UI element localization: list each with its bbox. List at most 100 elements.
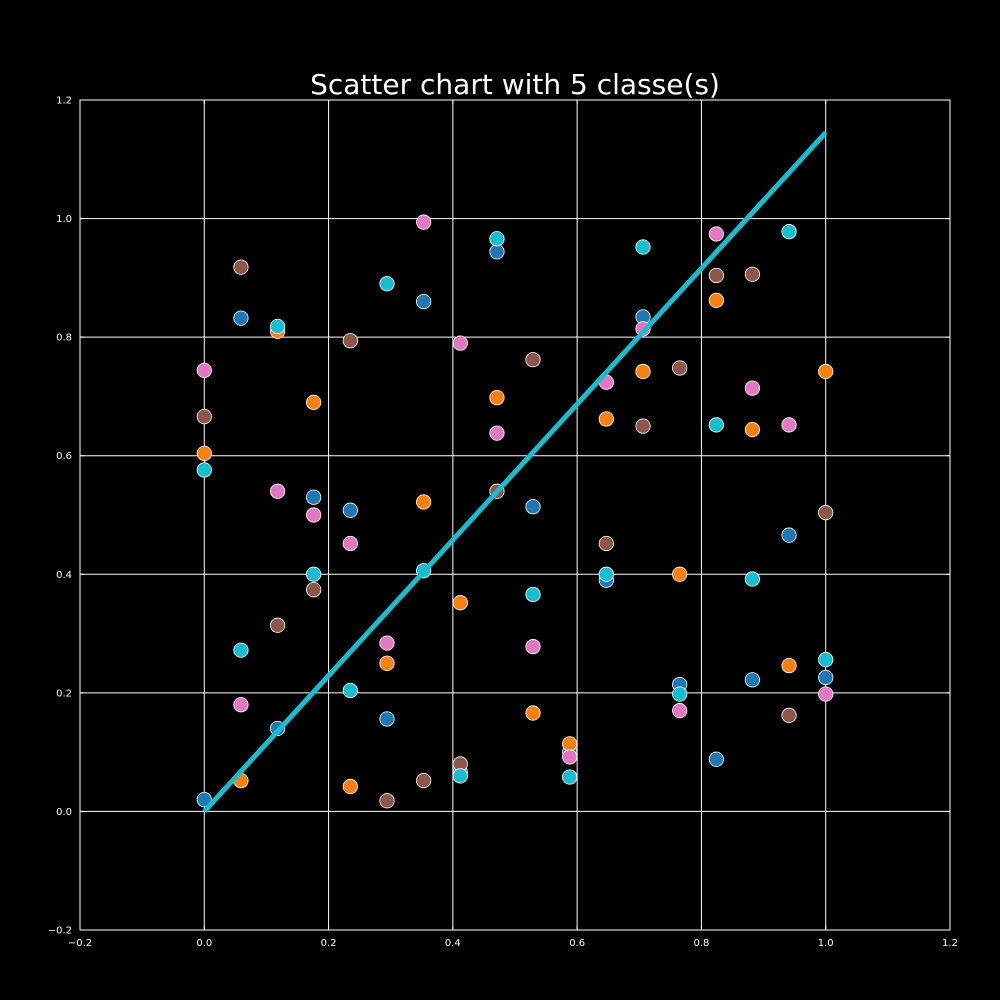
- plot-frame: [79, 99, 951, 931]
- data-point-class-1: [489, 244, 505, 260]
- data-point-class-3: [306, 507, 322, 523]
- data-point-class-1: [781, 527, 797, 543]
- data-point-class-3: [452, 335, 468, 351]
- data-point-class-2: [379, 655, 395, 671]
- data-point-class-2: [598, 411, 614, 427]
- y-tick-label: 0.8: [56, 333, 72, 344]
- trend-line: [202, 130, 828, 814]
- y-tick-label: 0.4: [56, 570, 72, 581]
- data-point-class-4: [525, 352, 541, 368]
- chart-title: Scatter chart with 5 classe(s): [310, 68, 720, 101]
- data-point-class-4: [233, 259, 249, 275]
- data-point-class-4: [342, 333, 358, 349]
- data-point-class-4: [635, 418, 651, 434]
- data-point-class-3: [233, 697, 249, 713]
- data-point-class-5: [672, 686, 688, 702]
- data-point-class-3: [196, 362, 212, 378]
- x-tick-label: 0.0: [196, 938, 212, 949]
- data-point-class-5: [708, 417, 724, 433]
- x-tick-label: 1.2: [942, 938, 958, 949]
- data-point-class-2: [525, 705, 541, 721]
- data-point-class-5: [270, 318, 286, 335]
- data-point-class-4: [818, 505, 834, 521]
- data-point-class-3: [562, 749, 578, 765]
- x-tick-label: 0.6: [569, 938, 585, 949]
- y-tick-label: 0.0: [56, 807, 72, 818]
- data-point-class-2: [781, 657, 797, 674]
- data-point-class-4: [306, 582, 322, 598]
- data-point-class-2: [818, 363, 834, 380]
- data-point-class-1: [744, 672, 760, 688]
- data-point-class-2: [635, 363, 651, 380]
- data-point-class-2: [196, 445, 212, 461]
- data-point-class-2: [489, 390, 505, 406]
- x-tick-label: −0.2: [68, 938, 92, 949]
- data-point-class-3: [342, 535, 358, 552]
- data-point-class-2: [452, 595, 468, 611]
- data-point-class-5: [598, 566, 614, 582]
- data-point-class-5: [452, 768, 468, 784]
- data-point-class-5: [781, 224, 797, 240]
- data-point-class-4: [598, 535, 614, 552]
- data-point-class-3: [525, 639, 541, 655]
- data-point-class-2: [306, 394, 322, 410]
- data-point-class-2: [744, 422, 760, 438]
- data-point-class-4: [196, 408, 212, 425]
- data-point-class-3: [379, 635, 395, 651]
- data-point-class-5: [562, 769, 578, 785]
- data-point-class-5: [196, 462, 212, 478]
- data-point-class-5: [635, 239, 651, 255]
- x-tick-label: 0.2: [321, 938, 337, 949]
- data-point-class-1: [306, 489, 322, 505]
- x-tick-label: 1.0: [818, 938, 834, 949]
- data-point-class-3: [416, 214, 432, 230]
- x-tick-label: 0.8: [693, 938, 709, 949]
- data-point-class-3: [744, 380, 760, 396]
- data-point-class-1: [379, 711, 395, 727]
- data-point-class-1: [233, 310, 249, 326]
- data-point-class-1: [416, 293, 432, 310]
- grid-lines: [79, 99, 951, 931]
- data-point-class-1: [818, 669, 834, 686]
- data-point-class-4: [672, 360, 688, 376]
- data-point-class-3: [489, 425, 505, 441]
- data-point-class-5: [379, 276, 395, 292]
- data-point-class-1: [342, 502, 358, 518]
- data-point-class-5: [489, 231, 505, 247]
- y-tick-label: 0.2: [56, 688, 72, 699]
- data-point-class-1: [708, 751, 724, 767]
- data-point-class-2: [416, 494, 432, 510]
- trend-line-group: [202, 130, 828, 814]
- data-point-class-3: [708, 226, 724, 242]
- data-point-class-2: [342, 778, 358, 795]
- data-point-class-5: [342, 682, 358, 699]
- axis-ticks: −0.2 0.0 0.2 0.4 0.6 0.8 1.0 1.2 −0.2 0.0 0.2 0.4 0.…: [48, 96, 958, 950]
- data-point-class-5: [233, 642, 249, 658]
- y-tick-label: 1.2: [56, 96, 72, 107]
- data-point-class-4: [416, 772, 432, 789]
- data-point-class-1: [196, 791, 212, 808]
- data-point-class-5: [525, 586, 541, 603]
- y-tick-label: −0.2: [48, 926, 72, 937]
- data-points: [196, 214, 834, 809]
- data-point-class-5: [306, 566, 322, 582]
- y-tick-label: 0.6: [56, 451, 72, 462]
- y-tick-label: 1.0: [56, 214, 72, 225]
- data-point-class-3: [672, 703, 688, 719]
- data-point-class-5: [744, 571, 760, 587]
- data-point-class-4: [781, 707, 797, 723]
- data-point-class-1: [525, 499, 541, 515]
- data-point-class-4: [744, 266, 760, 282]
- x-tick-label: 0.4: [445, 938, 461, 949]
- data-point-class-4: [270, 617, 286, 633]
- data-point-class-4: [708, 267, 724, 284]
- data-point-class-3: [270, 483, 286, 499]
- data-point-class-5: [818, 652, 834, 668]
- data-point-class-2: [562, 736, 578, 752]
- data-point-class-2: [708, 292, 724, 308]
- data-point-class-2: [672, 566, 688, 582]
- data-point-class-4: [379, 793, 395, 809]
- data-point-class-3: [818, 686, 834, 702]
